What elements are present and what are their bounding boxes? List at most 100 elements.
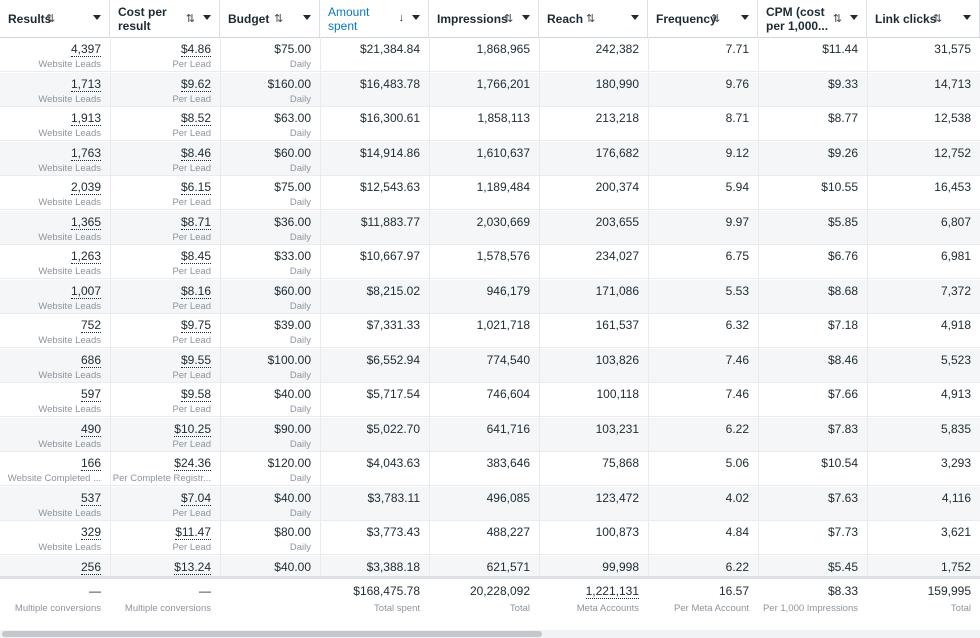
cell-value: $16,483.78	[359, 76, 420, 91]
total-reach: 1,221,131 Meta Accounts	[539, 579, 648, 624]
sort-icon[interactable]: ⇅	[504, 13, 513, 25]
cell-value: $63.00	[274, 111, 311, 125]
chevron-down-icon[interactable]	[741, 15, 749, 20]
cell-value[interactable]: 686	[80, 352, 101, 368]
table-row[interactable]: 490 Website Leads $10.25 Per Lead $90.00 Dail…	[0, 417, 980, 452]
chevron-down-icon[interactable]	[203, 15, 211, 20]
cell-value[interactable]: $7.04	[180, 490, 211, 506]
cell-budget: $36.00 Daily	[220, 211, 320, 245]
cell-value[interactable]: $8.16	[180, 283, 211, 299]
cell-reach: 176,682	[539, 142, 648, 176]
chevron-down-icon[interactable]	[412, 15, 420, 20]
column-header-cpm[interactable]: CPM (cost per 1,000... ⇅	[758, 0, 867, 37]
cell-value[interactable]: $9.75	[180, 318, 211, 333]
table-row[interactable]: 2,039 Website Leads $6.15 Per Lead $75.00 Dai…	[0, 176, 980, 210]
cell-value: 12,538	[934, 111, 971, 125]
cell-value[interactable]: 256	[80, 559, 101, 575]
cell-value: 9.12	[725, 145, 749, 160]
sort-icon[interactable]: ⇅	[933, 13, 942, 25]
table-row[interactable]: 1,713 Website Leads $9.62 Per Lead $160.00 Da…	[0, 72, 980, 107]
chevron-down-icon[interactable]	[963, 15, 971, 20]
table-row[interactable]: 597 Website Leads $9.58 Per Lead $40.00 Daily…	[0, 383, 980, 417]
cell-value[interactable]: 1,007	[70, 283, 101, 299]
chevron-down-icon[interactable]	[522, 15, 530, 20]
sort-icon[interactable]: ⇅	[46, 13, 55, 25]
cell-value[interactable]: $24.36	[174, 456, 211, 471]
cell-value[interactable]: $13.24	[174, 559, 211, 575]
cell-value[interactable]: $9.58	[180, 387, 211, 402]
column-header-amount[interactable]: Amount spent ↓	[320, 0, 429, 37]
sort-icon[interactable]: ⇅	[274, 13, 283, 25]
sort-icon[interactable]: ⇅	[586, 13, 595, 25]
table-row[interactable]: 166 Website Completed ... $24.36 Per Comple…	[0, 452, 980, 486]
total-value[interactable]: 1,221,131	[585, 584, 639, 599]
cell-value[interactable]: $9.62	[180, 76, 211, 92]
chevron-down-icon[interactable]	[93, 15, 101, 20]
cell-budget: $75.00 Daily	[220, 176, 320, 210]
sort-icon[interactable]: ↓	[398, 12, 405, 24]
cell-impr: 488,227	[429, 521, 539, 555]
cell-value[interactable]: $8.46	[180, 145, 211, 161]
column-header-budget[interactable]: Budget ⇅	[220, 0, 320, 37]
cell-value: 5.94	[725, 180, 749, 194]
cell-value: 180,990	[595, 76, 639, 91]
cell-value[interactable]: 4,397	[70, 42, 101, 57]
table-row[interactable]: 752 Website Leads $9.75 Per Lead $39.00 Daily…	[0, 314, 980, 348]
table-row[interactable]: 1,365 Website Leads $8.71 Per Lead $36.00 Dai…	[0, 210, 980, 245]
sort-icon[interactable]: ⇅	[832, 13, 842, 25]
horizontal-scrollbar[interactable]	[0, 630, 980, 638]
cell-cpm: $8.46	[758, 349, 867, 383]
sort-icon[interactable]: ⇅	[185, 13, 195, 25]
column-header-cpr[interactable]: Cost per result ⇅	[110, 0, 220, 37]
cell-value[interactable]: 1,263	[70, 249, 101, 264]
cell-value[interactable]: 1,365	[70, 214, 101, 230]
table-row[interactable]: 4,397 Website Leads $4.86 Per Lead $75.00 Dai…	[0, 38, 980, 72]
cell-value[interactable]: 329	[80, 525, 101, 540]
cell-value[interactable]: $8.52	[180, 111, 211, 126]
cell-cpr: $24.36 Per Complete Registr...	[110, 452, 220, 486]
cell-value[interactable]: 537	[80, 490, 101, 506]
table-row[interactable]: 1,263 Website Leads $8.45 Per Lead $33.00 Dai…	[0, 245, 980, 279]
chevron-down-icon[interactable]	[850, 15, 858, 20]
column-header-impr[interactable]: Impressions ⇅	[429, 0, 539, 37]
cell-value: $5.45	[827, 559, 858, 574]
cell-value[interactable]: 2,039	[70, 180, 101, 195]
column-header-label: Budget	[228, 11, 270, 26]
total-cpm: $8.33 Per 1,000 Impressions	[758, 579, 867, 624]
cell-value[interactable]: $10.25	[174, 421, 211, 437]
cell-cpm: $11.44	[758, 38, 867, 72]
cell-budget: $60.00 Daily	[220, 142, 320, 176]
cell-value[interactable]: 1,913	[70, 111, 101, 126]
cell-reach: 99,998	[539, 556, 648, 590]
column-header-clicks[interactable]: Link clicks ⇅	[867, 0, 980, 37]
cell-value[interactable]: $8.45	[180, 249, 211, 264]
cell-value[interactable]: $11.47	[175, 525, 211, 540]
table-row[interactable]: 1,913 Website Leads $8.52 Per Lead $63.00 Dai…	[0, 107, 980, 141]
cell-value[interactable]: 490	[80, 421, 101, 437]
table-row[interactable]: 329 Website Leads $11.47 Per Lead $80.00 Dail…	[0, 521, 980, 555]
column-header-reach[interactable]: Reach ⇅	[539, 0, 648, 37]
cell-value[interactable]: 166	[80, 456, 101, 471]
scrollbar-thumb[interactable]	[2, 631, 542, 637]
cell-value[interactable]: $8.71	[180, 214, 211, 230]
cell-value[interactable]: 1,763	[70, 145, 101, 161]
table-row[interactable]: 686 Website Leads $9.55 Per Lead $100.00 Dail…	[0, 348, 980, 383]
cell-value: 2,030,669	[476, 214, 530, 229]
cell-value[interactable]: $9.55	[180, 352, 211, 368]
table-row[interactable]: 1,007 Website Leads $8.16 Per Lead $60.00 Dai…	[0, 279, 980, 314]
cell-value[interactable]: 597	[80, 387, 101, 402]
column-header-results[interactable]: Results ⇅	[0, 0, 110, 37]
cell-cpr: $6.15 Per Lead	[110, 176, 220, 210]
cell-value[interactable]: $4.86	[180, 42, 211, 57]
chevron-down-icon[interactable]	[631, 15, 639, 20]
total-clicks: 159,995 Total	[867, 579, 980, 624]
cell-value[interactable]: 1,713	[70, 76, 101, 92]
column-header-freq[interactable]: Frequency ⇅	[648, 0, 758, 37]
cell-subtext: Per Lead	[172, 162, 211, 174]
table-row[interactable]: 1,763 Website Leads $8.46 Per Lead $60.00 Dai…	[0, 141, 980, 176]
table-row[interactable]: 537 Website Leads $7.04 Per Lead $40.00 Daily…	[0, 486, 980, 521]
chevron-down-icon[interactable]	[303, 15, 311, 20]
sort-icon[interactable]: ⇅	[711, 13, 720, 25]
cell-value[interactable]: 752	[80, 318, 101, 333]
cell-value[interactable]: $6.15	[180, 180, 211, 195]
